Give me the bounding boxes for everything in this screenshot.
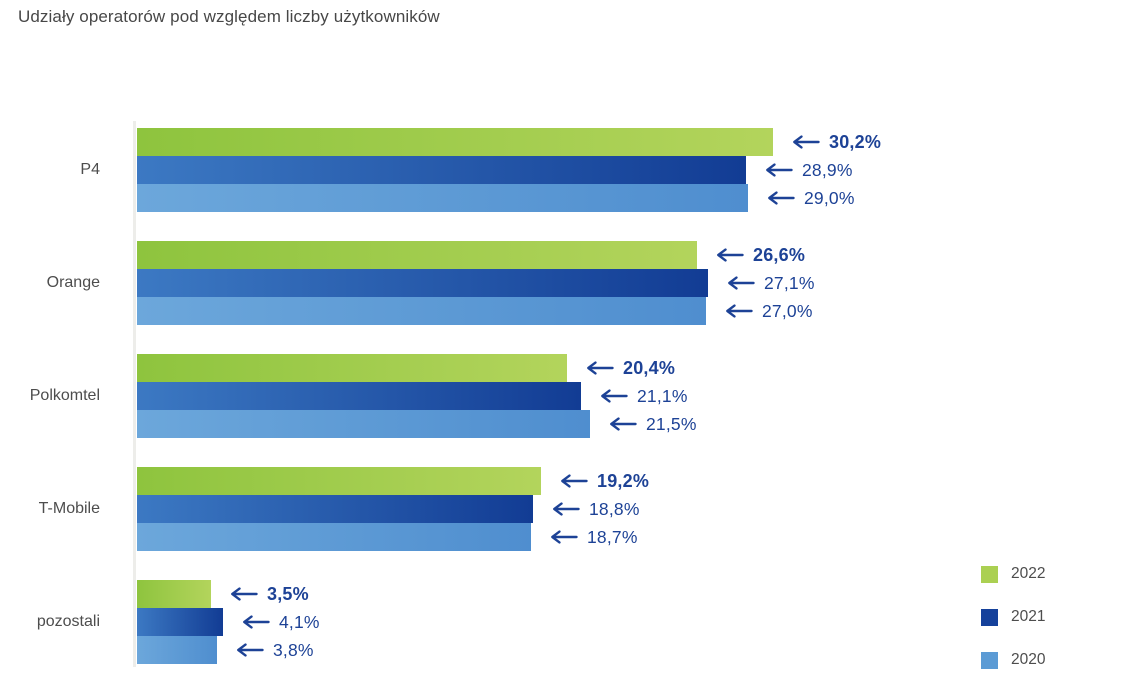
chart-title: Udziały operatorów pod względem liczby u… bbox=[18, 7, 440, 26]
value-label-2020: 21,5% bbox=[646, 413, 697, 434]
left-arrow-icon bbox=[717, 248, 744, 262]
bar-row-2021: 4,1% bbox=[137, 608, 320, 636]
bar-2021 bbox=[137, 608, 223, 636]
left-arrow-icon bbox=[766, 163, 793, 177]
left-arrow-icon bbox=[561, 474, 588, 488]
left-arrow-icon bbox=[793, 135, 820, 149]
bar-group-pozostali: pozostali 3,5% 4,1% 3,8% bbox=[0, 580, 1122, 664]
baseline-axis bbox=[133, 121, 136, 667]
value-label-2020: 3,8% bbox=[273, 639, 314, 660]
legend-swatch-icon bbox=[981, 565, 998, 583]
value-label-2020: 27,0% bbox=[762, 300, 813, 321]
value-label-2020: 29,0% bbox=[804, 187, 855, 208]
bar-row-2022: 19,2% bbox=[137, 467, 649, 495]
category-label: pozostali bbox=[36, 613, 100, 630]
bar-row-2021: 21,1% bbox=[137, 382, 688, 410]
legend-item-2022: 2022 bbox=[981, 565, 1045, 583]
left-arrow-icon bbox=[768, 191, 795, 205]
bar-row-2021: 27,1% bbox=[137, 269, 815, 297]
value-label-2022: 19,2% bbox=[597, 470, 650, 491]
left-arrow-icon bbox=[728, 276, 755, 290]
bar-2020 bbox=[137, 297, 706, 325]
bar-2022 bbox=[137, 467, 541, 495]
value-label-2021: 21,1% bbox=[637, 385, 688, 406]
category-label: T-Mobile bbox=[38, 500, 100, 517]
left-arrow-icon bbox=[551, 530, 578, 544]
legend-swatch-icon bbox=[981, 608, 998, 626]
bar-2022 bbox=[137, 241, 697, 269]
bar-row-2020: 27,0% bbox=[137, 297, 813, 325]
bar-row-2020: 21,5% bbox=[137, 410, 697, 438]
left-arrow-icon bbox=[726, 304, 753, 318]
value-label-2021: 18,8% bbox=[589, 498, 640, 519]
left-arrow-icon bbox=[587, 361, 614, 375]
bar-2021 bbox=[137, 382, 581, 410]
bar-2020 bbox=[137, 184, 748, 212]
legend-label: 2022 bbox=[1011, 565, 1046, 582]
left-arrow-icon bbox=[553, 502, 580, 516]
bar-2021 bbox=[137, 156, 746, 184]
bar-row-2022: 26,6% bbox=[137, 241, 805, 269]
bar-2020 bbox=[137, 410, 590, 438]
bar-2022 bbox=[137, 580, 211, 608]
category-label: Orange bbox=[46, 274, 100, 291]
legend-label: 2021 bbox=[1011, 608, 1046, 625]
bar-group-polkomtel: Polkomtel 20,4% 21,1% 21,5% bbox=[0, 354, 1122, 438]
category-label: Polkomtel bbox=[29, 387, 100, 404]
left-arrow-icon bbox=[243, 615, 270, 629]
legend-item-2020: 2020 bbox=[981, 651, 1045, 669]
bar-row-2020: 18,7% bbox=[137, 523, 638, 551]
bar-2021 bbox=[137, 495, 533, 523]
bar-2020 bbox=[137, 636, 217, 664]
value-label-2022: 30,2% bbox=[829, 131, 882, 152]
left-arrow-icon bbox=[610, 417, 637, 431]
value-label-2022: 20,4% bbox=[623, 357, 676, 378]
left-arrow-icon bbox=[601, 389, 628, 403]
bar-2022 bbox=[137, 354, 567, 382]
value-label-2022: 3,5% bbox=[267, 583, 309, 604]
bar-2021 bbox=[137, 269, 708, 297]
bar-group-t-mobile: T-Mobile 19,2% 18,8% 18,7% bbox=[0, 467, 1122, 551]
value-label-2020: 18,7% bbox=[587, 526, 638, 547]
value-label-2021: 4,1% bbox=[279, 611, 320, 632]
bar-2020 bbox=[137, 523, 531, 551]
value-label-2021: 27,1% bbox=[764, 272, 815, 293]
bar-2022 bbox=[137, 128, 773, 156]
bar-group-orange: Orange 26,6% 27,1% 27,0% bbox=[0, 241, 1122, 325]
bar-row-2022: 3,5% bbox=[137, 580, 309, 608]
value-label-2022: 26,6% bbox=[753, 244, 806, 265]
bar-row-2021: 28,9% bbox=[137, 156, 853, 184]
legend-item-2021: 2021 bbox=[981, 608, 1045, 626]
category-label: P4 bbox=[80, 161, 100, 178]
value-label-2021: 28,9% bbox=[802, 159, 853, 180]
bar-row-2022: 20,4% bbox=[137, 354, 675, 382]
left-arrow-icon bbox=[231, 587, 258, 601]
bar-row-2021: 18,8% bbox=[137, 495, 640, 523]
bar-row-2020: 29,0% bbox=[137, 184, 855, 212]
bar-row-2020: 3,8% bbox=[137, 636, 314, 664]
bar-group-p4: P4 30,2% 28,9% 29,0% bbox=[0, 128, 1122, 212]
left-arrow-icon bbox=[237, 643, 264, 657]
legend-swatch-icon bbox=[981, 651, 998, 669]
bar-row-2022: 30,2% bbox=[137, 128, 881, 156]
legend-label: 2020 bbox=[1011, 651, 1046, 668]
